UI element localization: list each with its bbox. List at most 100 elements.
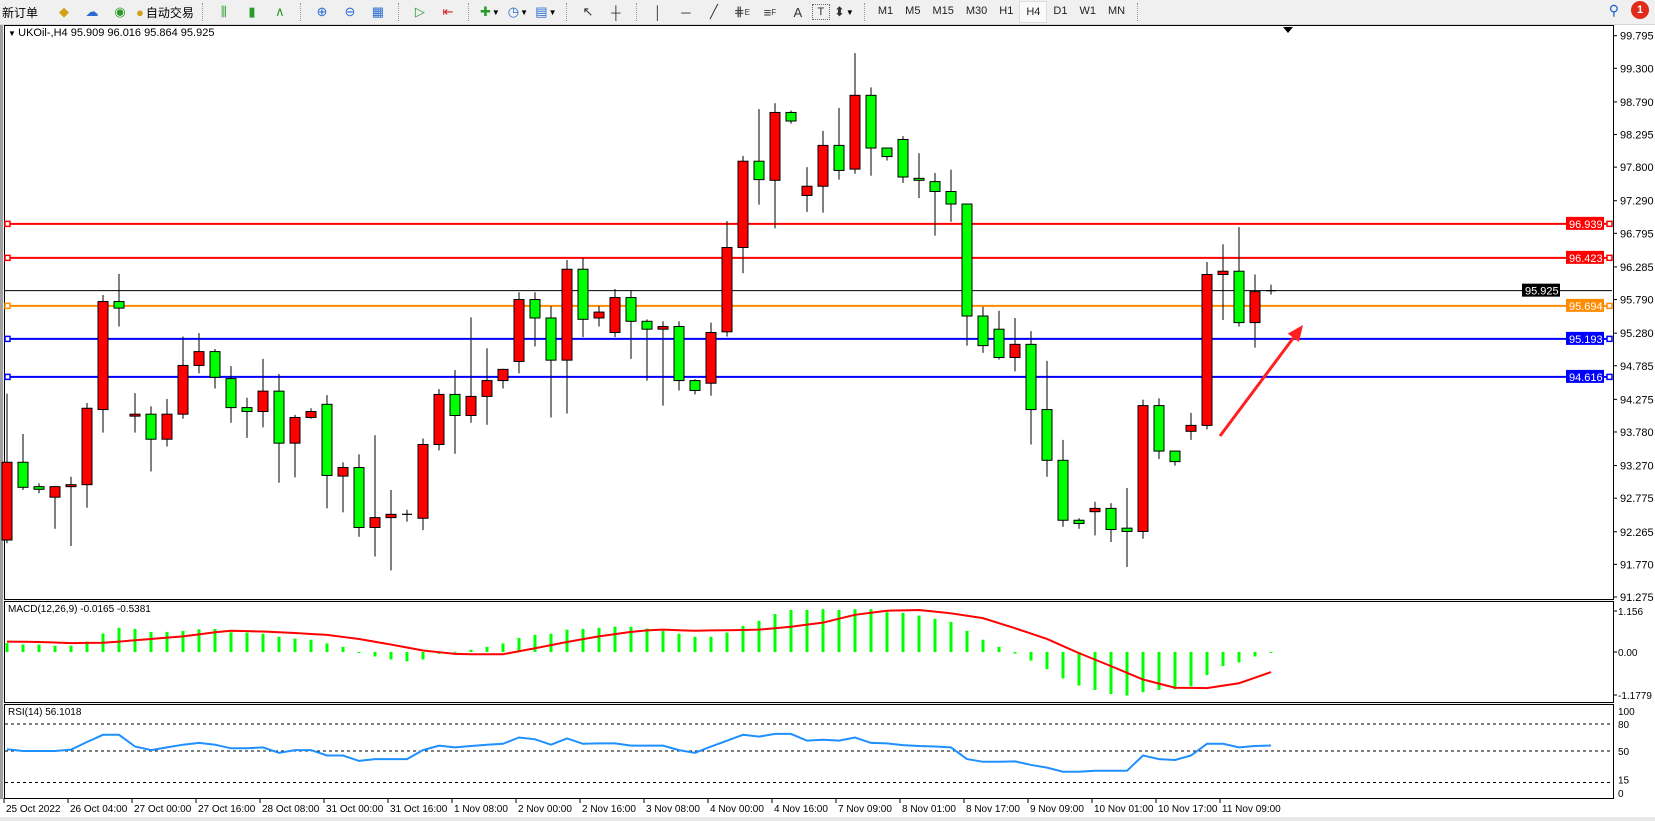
candle-body [513,299,525,362]
tile-windows-icon[interactable]: ▦ [371,4,385,19]
toolbar-separator [467,3,470,21]
candle-body [689,380,701,391]
macd-histogram-bar [1061,652,1065,679]
macd-histogram-bar [85,641,89,652]
macd-histogram-bar [917,615,921,652]
candle-body [769,111,781,181]
zoom-out-icon[interactable]: ⊖ [344,4,356,19]
bar-chart-icon[interactable]: ⫼ [220,4,227,19]
horizontal-line-icon[interactable]: ─ [681,4,691,20]
timeframe-m1[interactable]: M1 [877,5,894,17]
time-tick-label: 31 Oct 00:00 [326,804,384,815]
candle-body [657,326,669,330]
timeframe-h1[interactable]: H1 [999,5,1014,17]
price-tick-label: 92.265 [1620,527,1654,539]
price-level-handle [4,302,11,310]
timeframe-w1[interactable]: W1 [1079,5,1096,17]
candle [241,397,253,438]
fibonacci-button[interactable]: ≡ F [756,1,784,23]
candle [1153,398,1165,459]
auto-trading-icon: ● [136,4,144,20]
candle [1201,261,1213,430]
candle [881,147,893,161]
candle-body [1073,519,1085,525]
candle-body [945,191,957,205]
zoom-in-icon[interactable]: ⊕ [316,4,328,19]
timeframe-mn[interactable]: MN [1107,5,1126,17]
templates-button[interactable]: ▤ ▼ [532,1,560,23]
candle [769,103,781,229]
candle [897,136,909,183]
new-order-button[interactable]: 新订单 [2,5,39,20]
main-chart-pane[interactable] [4,25,1614,600]
indicators-button[interactable]: ✚ ▼ [476,1,504,23]
macd-histogram-bar [549,633,553,652]
cursor-icon[interactable]: ↖ [582,4,594,19]
candle [449,370,461,454]
candle [801,167,813,212]
rsi-line [6,732,1272,773]
vertical-line-icon[interactable]: │ [653,4,662,20]
search-icon[interactable]: ⚲ [1608,2,1619,18]
periods-button[interactable]: ◷ ▼ [504,1,532,23]
timeframe-d1[interactable]: D1 [1053,5,1068,17]
price-level-tag [1566,298,1604,312]
text-label-icon[interactable]: T [811,4,830,20]
macd-pane[interactable] [4,601,1614,703]
candlestick-icon[interactable]: ▮ [248,4,256,19]
crosshair-icon[interactable]: ┼ [611,4,621,20]
notification-badge[interactable]: 1 [1631,1,1649,19]
candle-body [833,144,845,171]
macd-histogram-bar [1157,652,1161,690]
arrows-button[interactable]: ⬍ ▼ [830,1,858,23]
price-level-handle [4,373,11,381]
equidistant-channel-button[interactable]: ⋕ E [728,1,756,23]
rsi-tick-label: 80 [1618,720,1630,731]
bid-price-tag-label: 95.925 [1525,286,1559,298]
candle-body [369,517,381,528]
trendline-icon[interactable]: ╱ [709,4,718,19]
candle-body [433,393,445,445]
candle-body [545,317,557,361]
auto-scroll-icon[interactable]: ▷ [414,4,425,19]
candle-body [977,315,989,347]
annotation-arrow-shaft [1218,332,1299,437]
candle-body [593,311,605,319]
macd-histogram-bar [373,652,377,657]
candle [225,366,237,423]
timeframe-m15[interactable]: M15 [932,5,954,17]
candle-body [81,407,93,486]
toolbar-separator [299,3,302,21]
timeframe-m30[interactable]: M30 [965,5,988,17]
candle-body [337,467,349,477]
candle [353,454,365,537]
chart-shift-icon[interactable]: ⇤ [442,4,454,19]
macd-histogram-bar [1173,652,1177,690]
macd-histogram-bar [405,652,409,662]
timeframe-h4[interactable]: H4 [1019,1,1048,23]
candle-body [1249,291,1261,324]
candle-body [1,461,13,541]
price-level-tag-label: 95.193 [1569,334,1603,346]
text-icon[interactable]: A [793,4,803,20]
candle [193,333,205,374]
chart-menu-triangle-icon[interactable]: ▼ [8,29,19,38]
candle [433,389,445,451]
signals-icon[interactable]: ◉ [114,4,126,19]
timeframe-m5[interactable]: M5 [905,5,921,17]
candle [113,273,125,327]
macd-histogram-bar [885,612,889,652]
price-level-tag-label: 94.616 [1569,372,1603,384]
line-chart-icon[interactable]: ∧ [275,4,285,19]
chart-shift-marker [1283,27,1293,33]
candle [321,395,333,509]
candle [641,319,653,381]
market-watch-icon[interactable]: ☁ [85,4,99,19]
gold-bars-icon[interactable]: ◆ [59,4,70,19]
price-tick-label: 97.800 [1620,162,1654,174]
candle-body [353,467,365,528]
auto-trading-button[interactable]: ● 自动交易 [134,1,196,23]
price-tick-label: 96.795 [1620,228,1654,240]
candle-body [1025,343,1037,411]
macd-histogram-bar [149,631,153,652]
